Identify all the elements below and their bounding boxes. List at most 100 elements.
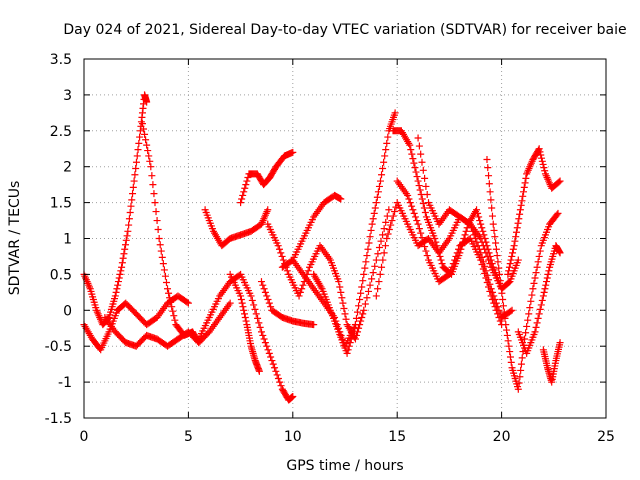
data-point: [379, 231, 387, 239]
data-point: [119, 254, 127, 262]
data-point: [148, 172, 156, 180]
data-point: [492, 245, 500, 253]
data-point: [252, 310, 260, 318]
data-point: [535, 145, 543, 153]
data-point: [265, 299, 273, 307]
data-point: [485, 180, 493, 188]
data-point: [415, 142, 423, 150]
data-point: [271, 364, 279, 372]
data-point: [422, 247, 430, 255]
y-tick-label: -1: [58, 375, 72, 391]
data-point: [539, 292, 547, 300]
data-point: [116, 270, 124, 278]
y-axis-label: SDTVAR / TECUs: [7, 181, 23, 296]
data-point: [237, 292, 245, 300]
data-point: [387, 221, 395, 229]
data-point: [257, 328, 265, 336]
data-point: [156, 241, 164, 249]
data-point: [241, 184, 249, 192]
data-point: [525, 310, 533, 318]
data-point: [484, 164, 492, 172]
data-point: [363, 252, 371, 260]
data-point: [556, 249, 564, 257]
data-point: [477, 235, 485, 242]
data-point: [554, 209, 562, 217]
data-point: [352, 314, 360, 322]
data-point: [479, 265, 487, 273]
series-sat-n: [372, 199, 516, 321]
data-point: [435, 249, 443, 257]
data-point: [355, 302, 363, 310]
data-point: [167, 298, 175, 306]
data-point: [143, 141, 151, 149]
data-point: [368, 220, 376, 228]
data-point: [364, 287, 372, 295]
data-point: [381, 152, 389, 160]
data-point: [536, 148, 544, 156]
data-point: [417, 150, 425, 158]
data-point: [359, 310, 367, 318]
data-point: [499, 302, 507, 310]
data-point: [260, 335, 268, 343]
data-point: [125, 221, 133, 229]
data-point: [416, 186, 424, 194]
x-tick-label: 25: [597, 429, 615, 445]
y-tick-label: 3: [63, 88, 72, 104]
data-point: [520, 183, 528, 191]
series-sat-u: [539, 339, 564, 386]
data-point: [506, 260, 514, 268]
data-point: [165, 289, 173, 297]
data-point: [151, 199, 159, 207]
data-point: [168, 303, 176, 311]
data-point: [411, 213, 419, 221]
data-point: [421, 174, 429, 182]
data-point: [347, 335, 355, 343]
data-point: [408, 150, 416, 158]
series-sat-m: [310, 109, 399, 357]
series-sat-l: [289, 191, 345, 264]
data-point: [521, 179, 529, 187]
data-point: [519, 192, 527, 200]
data-point: [417, 229, 425, 237]
series-sat-e: [195, 270, 297, 404]
data-point: [375, 182, 383, 190]
data-point: [267, 303, 275, 311]
series-sat-r: [483, 156, 562, 393]
data-point: [136, 133, 144, 141]
data-point: [541, 167, 549, 175]
data-point: [488, 204, 496, 212]
data-point: [451, 256, 459, 264]
data-point: [553, 211, 561, 219]
data-point: [367, 226, 375, 234]
data-point: [278, 252, 286, 260]
data-point: [495, 313, 503, 321]
data-point: [368, 275, 376, 283]
data-point: [487, 196, 495, 204]
data-point: [531, 328, 539, 336]
data-point: [274, 375, 282, 383]
data-point: [357, 289, 365, 297]
data-point: [506, 348, 514, 356]
data-point: [533, 319, 541, 327]
data-point: [283, 267, 291, 275]
data-point: [508, 252, 516, 260]
data-point: [505, 342, 513, 350]
data-point: [477, 256, 485, 264]
data-point: [121, 241, 129, 249]
data-point: [337, 288, 345, 296]
data-point: [133, 152, 141, 160]
data-point: [354, 308, 362, 316]
data-point: [274, 242, 282, 250]
series-sat-a: [80, 91, 151, 329]
data-point: [494, 310, 502, 318]
data-point: [360, 270, 368, 278]
data-point: [514, 385, 522, 393]
data-point: [361, 264, 369, 272]
data-point: [384, 133, 392, 141]
data-point: [534, 258, 542, 266]
data-point: [518, 197, 526, 205]
data-point: [538, 296, 546, 304]
data-point: [161, 272, 169, 280]
data-point: [264, 206, 272, 214]
